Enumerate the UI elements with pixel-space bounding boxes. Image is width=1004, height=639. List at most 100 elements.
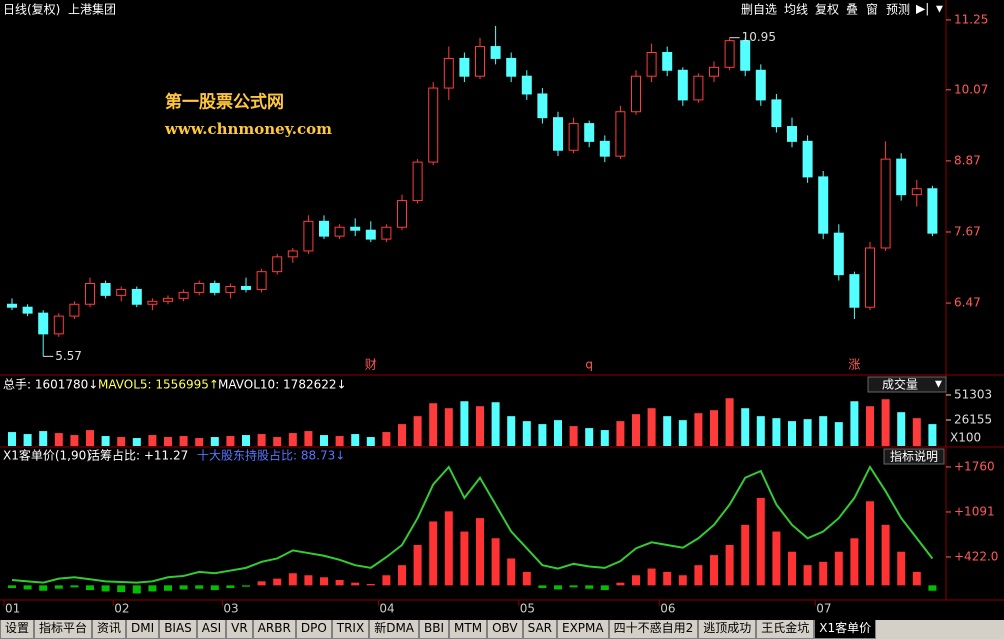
bar [288, 433, 297, 446]
bar [538, 424, 547, 446]
candle-body [100, 283, 111, 296]
candle-body [475, 46, 485, 77]
candle-body [631, 75, 641, 113]
bar [8, 432, 16, 446]
toolbar-button[interactable]: 均线 [784, 3, 808, 17]
bar [8, 585, 16, 589]
tab[interactable]: 四十不惑自用2 [608, 620, 699, 639]
tab[interactable]: BIAS [159, 620, 197, 639]
candle-body [178, 291, 189, 299]
dropdown-arrow[interactable]: ▼ [935, 380, 942, 390]
bar [257, 581, 266, 586]
help-button[interactable] [883, 448, 945, 465]
tab[interactable]: ARBR [252, 620, 296, 639]
volume-unit: X100 [950, 431, 981, 445]
candle-body [381, 226, 392, 240]
bar [710, 555, 718, 586]
indicator-name[interactable]: 成交量 [882, 377, 918, 392]
candle-body [303, 220, 314, 252]
tab[interactable]: 指标平台 [34, 620, 93, 639]
bar [554, 585, 562, 590]
bar [507, 558, 516, 586]
tab[interactable]: MTM [449, 620, 488, 639]
tab[interactable]: ASI [196, 620, 227, 639]
candle-body [53, 315, 64, 335]
bar [101, 585, 110, 592]
toolbar-icon[interactable]: ▼ [936, 5, 943, 15]
toolbar-button[interactable]: 窗 [866, 3, 878, 17]
bar [600, 585, 609, 591]
bar [460, 531, 469, 586]
tab[interactable]: 设置 [0, 620, 35, 639]
tab[interactable]: 王氏金坑 [756, 620, 815, 639]
candle-body [194, 283, 205, 293]
candle-body [85, 283, 95, 305]
candle-body [459, 57, 470, 77]
bar [585, 428, 594, 446]
toolbar-button[interactable]: 复权 [815, 3, 839, 17]
toolbar-button[interactable]: 预测 [886, 3, 910, 17]
tab[interactable]: DPO [295, 620, 332, 639]
bar [476, 406, 484, 446]
bar [647, 568, 656, 586]
bar [351, 582, 360, 586]
bar [741, 524, 750, 586]
indicator-title: X1客单价(1,90) [3, 448, 91, 463]
candle-body [755, 69, 766, 101]
candle-body [724, 40, 735, 68]
bar [195, 585, 204, 589]
tab[interactable]: SAR [522, 620, 557, 639]
bar [866, 406, 874, 446]
candle-body [677, 69, 688, 101]
tab[interactable]: VR [226, 620, 253, 639]
y-tick-label: 6.47 [954, 296, 981, 310]
bar [320, 435, 328, 446]
bar [632, 414, 640, 446]
bar [366, 437, 375, 446]
bar [803, 565, 812, 586]
help-button-label[interactable]: 指标说明 [890, 449, 938, 464]
tab[interactable]: OBV [487, 620, 523, 639]
bar [226, 585, 235, 589]
bar [132, 438, 141, 446]
tab[interactable]: X1客单价 [814, 620, 877, 639]
bar [897, 551, 906, 586]
candle-body [662, 52, 673, 71]
bar [39, 585, 48, 591]
x-tick-label: 02 [114, 602, 129, 616]
candle-body [350, 226, 361, 231]
bar [70, 435, 79, 446]
bar [304, 575, 313, 586]
bar [335, 579, 344, 586]
annotation-label: 5.57 [55, 349, 82, 363]
bar [242, 585, 250, 587]
bar [366, 584, 375, 586]
bar [725, 398, 734, 446]
bar [210, 585, 219, 591]
bar [788, 551, 796, 586]
tab[interactable]: EXPMA [557, 620, 609, 639]
bar [522, 421, 531, 446]
tab[interactable]: TRIX [331, 620, 370, 639]
bar [70, 585, 79, 588]
indicator-dropdown[interactable] [867, 376, 947, 393]
tab[interactable]: 逃顶成功 [698, 620, 757, 639]
bar [320, 577, 328, 586]
toolbar-button[interactable]: 叠 [846, 3, 858, 17]
tab[interactable]: 新DMA [369, 620, 420, 639]
toolbar-icon[interactable]: ▶| [916, 2, 929, 16]
tab[interactable]: 资讯 [92, 620, 127, 639]
bar [23, 434, 32, 446]
bar [850, 538, 859, 586]
bar [288, 573, 297, 586]
bar [928, 585, 937, 591]
indicator-legend: 活筹占比: +11.27 [88, 448, 188, 463]
tab[interactable]: BBI [419, 620, 450, 639]
bar [117, 437, 126, 446]
toolbar-button[interactable]: 删自选 [741, 3, 777, 17]
bar [678, 575, 687, 586]
tab[interactable]: DMI [126, 620, 160, 639]
indicator-legend: 十大股东持股占比: 88.73↓ [197, 448, 345, 463]
bar [585, 585, 594, 589]
